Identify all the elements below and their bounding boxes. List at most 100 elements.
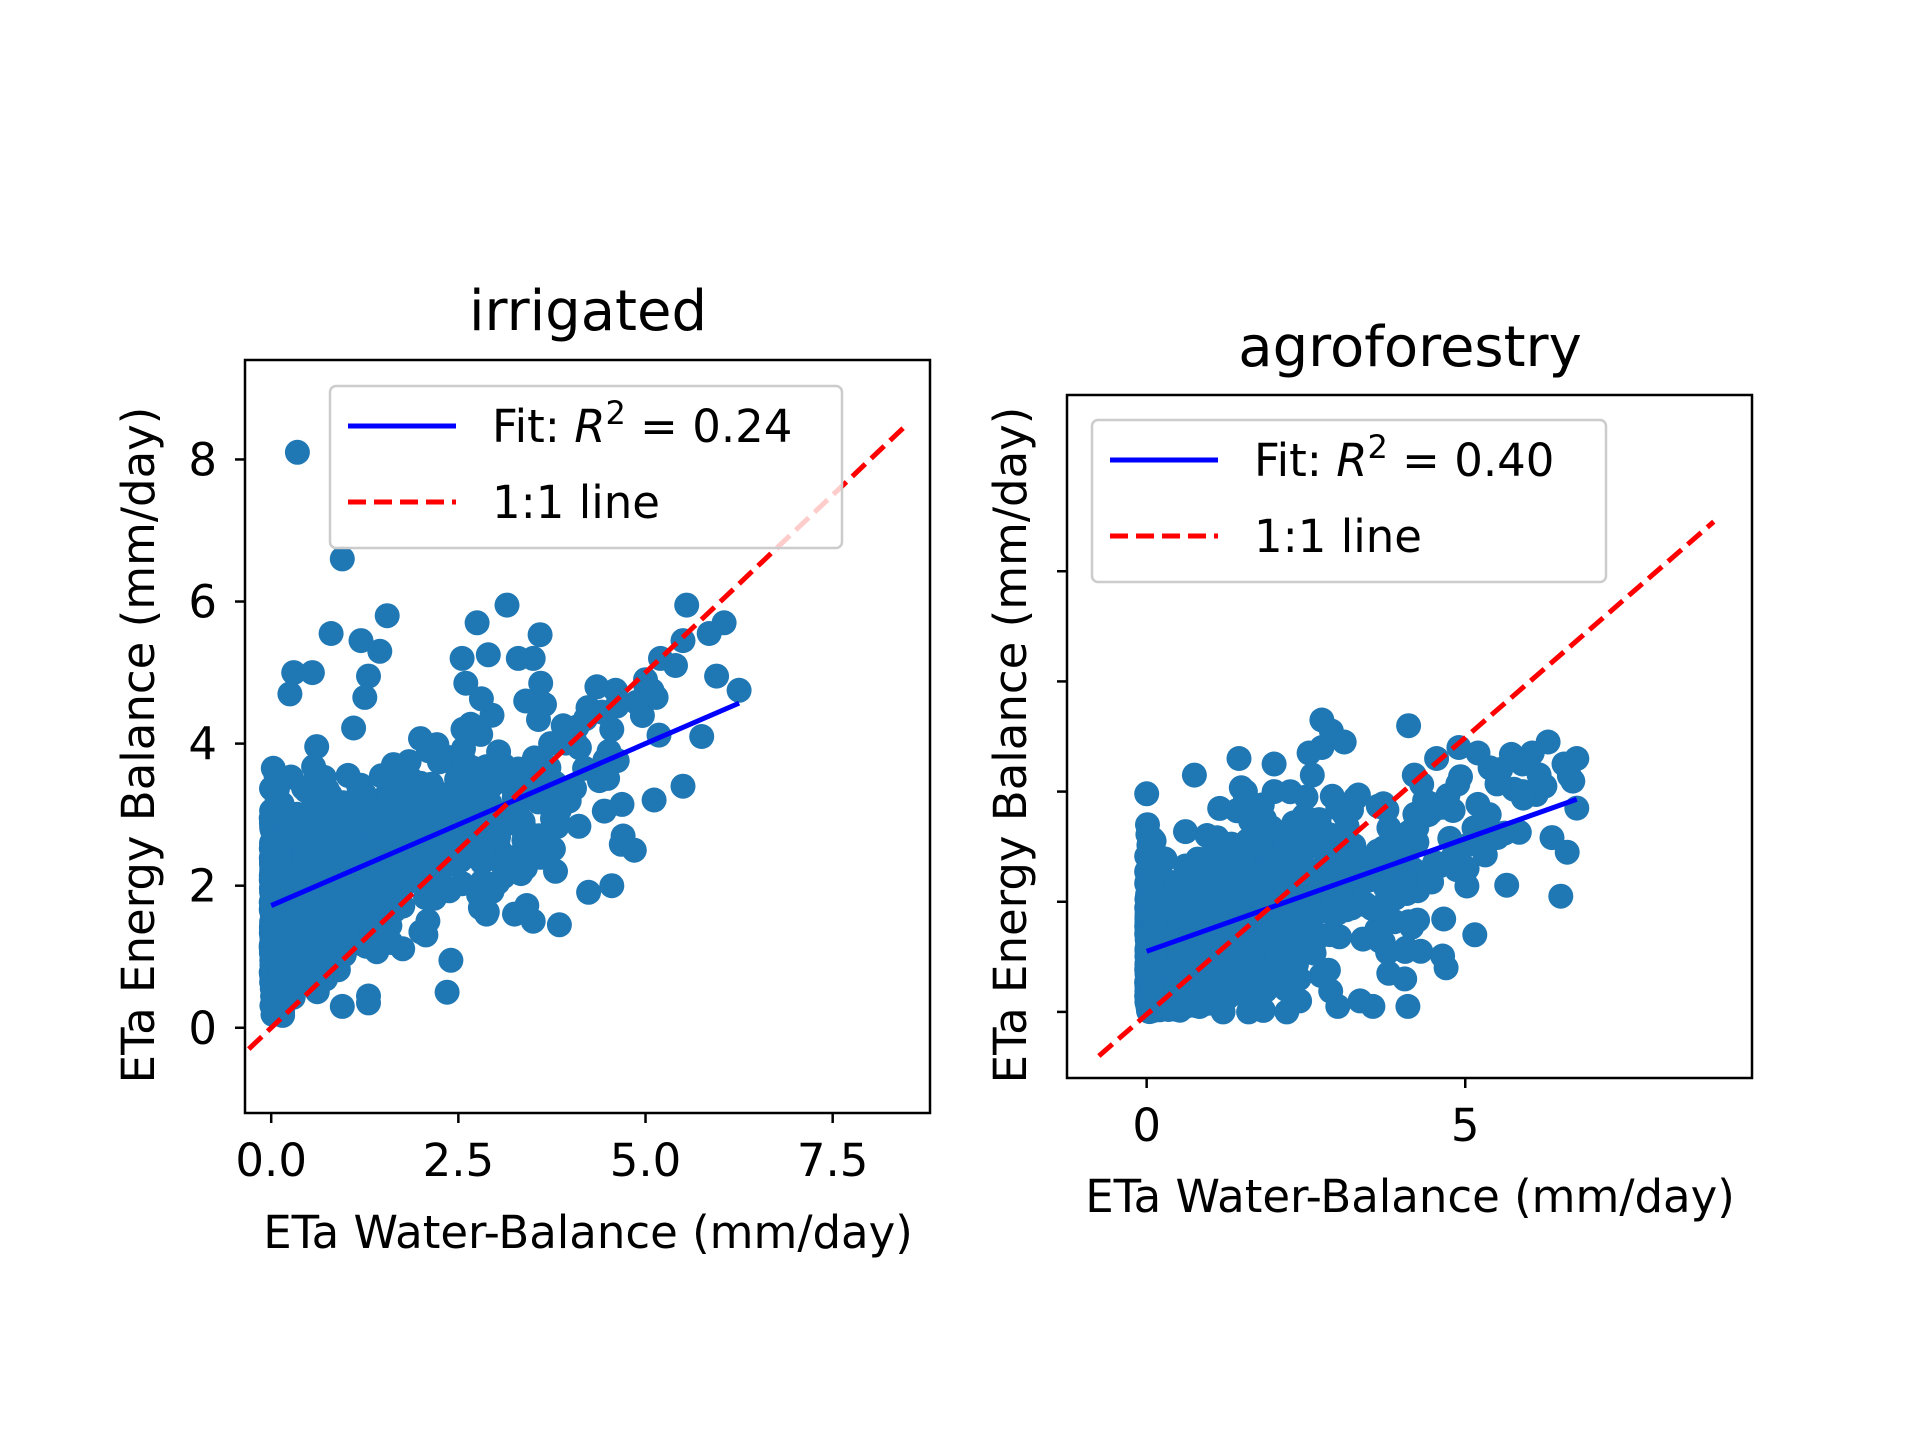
scatter-point [1376, 960, 1402, 986]
scatter-point [1386, 877, 1412, 903]
scatter-point [1440, 798, 1466, 823]
scatter-point [1431, 906, 1457, 932]
scatter-point [409, 803, 435, 829]
scatter-point [1315, 957, 1341, 983]
scatter-point [508, 861, 534, 887]
scatter-point [318, 621, 344, 646]
scatter-point [1370, 929, 1396, 955]
scatter-point [304, 734, 330, 760]
scatter-point [469, 868, 495, 894]
scatter-point [550, 713, 576, 739]
scatter-point [528, 670, 554, 696]
x-axis-label: ETa Water-Balance (mm/day) [263, 1206, 913, 1259]
scatter-point [296, 907, 321, 932]
scatter-point [357, 810, 383, 836]
scatter-point [674, 592, 700, 618]
scatter-point [438, 947, 464, 973]
scatter-point [1446, 735, 1472, 760]
scatter-point [381, 752, 406, 778]
scatter-point [711, 610, 737, 636]
scatter-point [1408, 938, 1434, 964]
scatter-point [1173, 819, 1198, 845]
scatter-point [1419, 869, 1445, 895]
scatter-point [1433, 955, 1459, 981]
scatter-point [486, 824, 512, 850]
scatter-point [356, 663, 381, 689]
scatter-point [324, 886, 350, 912]
scatter-point [1401, 762, 1427, 788]
scatter-point [546, 912, 572, 938]
legend-box [1090, 418, 1608, 584]
scatter-point [329, 993, 355, 1019]
scatter-point [1261, 779, 1287, 805]
chart-agroforestry: agroforestry ETa Water-Balance (mm/day) … [984, 315, 1754, 1223]
scatter-point [352, 684, 378, 710]
scatter-point [264, 835, 290, 861]
scatter-point [494, 592, 520, 618]
scatter-point [621, 837, 647, 863]
scatter-point [576, 879, 602, 905]
legend-fit-label: Fit: R2 = 0.40 [1254, 428, 1554, 487]
y-tick-label: 4 [188, 718, 217, 771]
scatter-point [301, 792, 327, 818]
legend: Fit: R2 = 0.40 1:1 line [1090, 418, 1608, 584]
scatter-point [546, 797, 572, 823]
scatter-point [1226, 746, 1252, 771]
legend-oneone-label: 1:1 line [492, 476, 660, 529]
scatter-point [464, 610, 490, 636]
scatter-point [1139, 955, 1165, 981]
scatter-point [367, 638, 393, 664]
x-tick-label: 5 [1451, 1099, 1480, 1152]
scatter-point [1554, 839, 1580, 865]
plot-area [247, 422, 910, 1051]
scatter-point [1134, 781, 1160, 807]
scatter-point [1462, 922, 1488, 948]
scatter-point [315, 832, 341, 858]
scatter-point [378, 785, 404, 811]
scatter-point [641, 787, 667, 813]
scatter-point [1360, 993, 1386, 1019]
scatter-point [329, 546, 355, 572]
scatter-point [1232, 784, 1258, 810]
plot-area [1097, 519, 1716, 1058]
scatter-point [1214, 969, 1240, 995]
scatter-point [272, 919, 298, 945]
scatter-point [511, 827, 537, 853]
scatter-point [281, 660, 307, 686]
scatter-point [1494, 872, 1520, 898]
scatter-point [1419, 791, 1445, 817]
scatter-point [527, 622, 553, 648]
scatter-point [1510, 779, 1536, 805]
scatter-point [1506, 819, 1532, 845]
chart-irrigated: irrigated ETa Water-Balance (mm/day) ETa… [112, 279, 932, 1259]
scatter-point [1239, 942, 1265, 968]
y-tick-label: 8 [188, 433, 217, 486]
x-tick-label: 0.0 [235, 1134, 307, 1187]
scatter-point [1236, 999, 1262, 1025]
one-to-one-line [1097, 519, 1716, 1058]
scatter-point [1327, 924, 1352, 950]
y-tick-label: 6 [188, 576, 217, 629]
scatter-point [1532, 773, 1558, 799]
scatter-point [415, 738, 441, 764]
scatter-point [1424, 746, 1450, 771]
x-axis-label: ETa Water-Balance (mm/day) [1085, 1170, 1735, 1223]
scatter-point [1454, 873, 1480, 899]
x-tick-label: 7.5 [797, 1134, 869, 1187]
scatter-point [378, 930, 404, 955]
scatter-point [353, 933, 379, 959]
scatter-point [1139, 873, 1165, 899]
scatter-point [1325, 993, 1351, 1019]
scatter-point [1339, 895, 1365, 921]
scatter-point [1465, 740, 1491, 766]
scatter-point [1564, 795, 1590, 821]
scatter-point [599, 873, 625, 899]
scatter-point [1370, 791, 1396, 817]
scatter-point [633, 667, 658, 693]
scatter-point [1208, 944, 1234, 970]
scatter-point [458, 711, 484, 737]
scatter-point [326, 814, 352, 840]
scatter-point [1197, 881, 1223, 907]
scatter-point [333, 921, 359, 947]
y-axis-label: ETa Energy Balance (mm/day) [112, 407, 165, 1084]
